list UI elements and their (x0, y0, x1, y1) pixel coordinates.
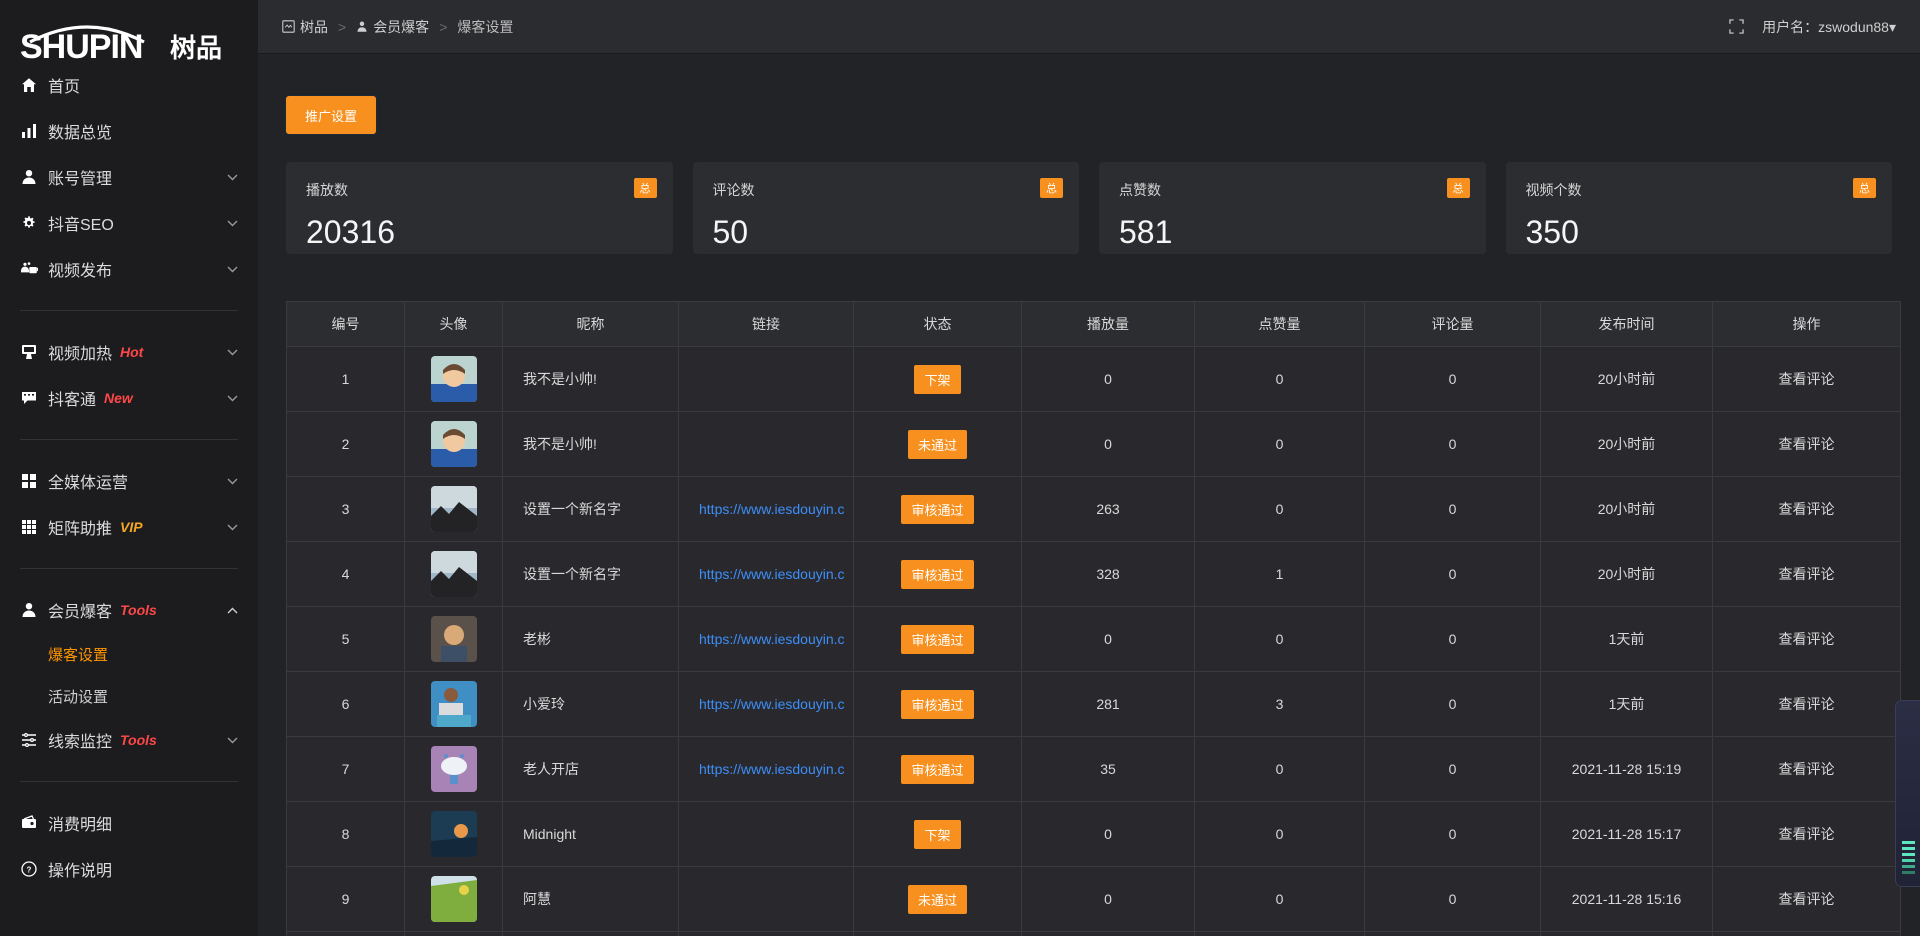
svg-text:?: ? (27, 866, 32, 875)
svg-text:树品: 树品 (170, 33, 222, 63)
svg-text:SHUPIN: SHUPIN (20, 28, 142, 65)
